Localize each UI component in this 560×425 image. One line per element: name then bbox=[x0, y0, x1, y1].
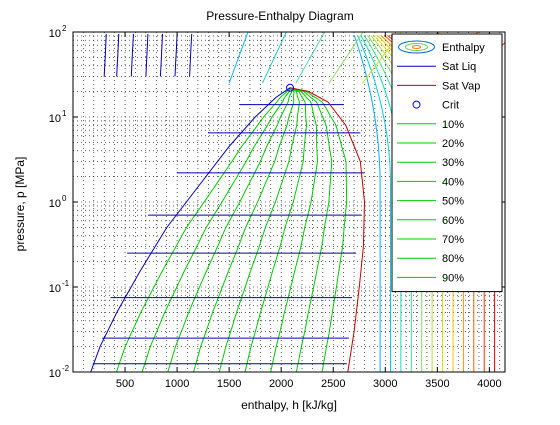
quality-line bbox=[141, 87, 291, 372]
x-tick-label: 1500 bbox=[217, 378, 241, 390]
supercritical-line bbox=[130, 33, 134, 77]
x-tick-label: 2000 bbox=[269, 378, 293, 390]
critical-point-marker bbox=[286, 83, 295, 92]
legend-label: 70% bbox=[442, 234, 464, 246]
legend-label: 80% bbox=[442, 253, 464, 265]
supercritical-contour-line bbox=[228, 32, 249, 84]
supercritical-line bbox=[174, 33, 178, 77]
quality-line bbox=[270, 87, 318, 372]
supercritical-line bbox=[103, 33, 107, 77]
x-tick-label: 3000 bbox=[373, 378, 397, 390]
quality-line bbox=[167, 87, 293, 372]
supercritical-contour-line bbox=[262, 32, 287, 84]
quality-line bbox=[289, 87, 333, 372]
legend-label: 30% bbox=[442, 157, 464, 169]
vapor-contour-line bbox=[353, 35, 381, 372]
legend: Enthalpy Sat Liq Sat Vap Crit 10% 20% 30% 40% 50… bbox=[391, 33, 503, 293]
legend-contour-icon bbox=[398, 40, 435, 54]
legend-box bbox=[391, 33, 503, 293]
saturated-vapor-line bbox=[289, 87, 366, 372]
quality-line bbox=[193, 87, 295, 372]
legend-label: 60% bbox=[442, 215, 464, 227]
quality-line bbox=[289, 87, 348, 372]
x-tick-label: 2500 bbox=[321, 378, 345, 390]
quality-line bbox=[115, 87, 291, 372]
legend-label: 50% bbox=[442, 196, 464, 208]
y-tick-label: 10 bbox=[49, 198, 61, 210]
chart-title: Pressure-Enthalpy Diagram bbox=[206, 9, 353, 23]
y-tick-exponent: -2 bbox=[62, 364, 70, 373]
legend-label: Sat Liq bbox=[442, 61, 476, 73]
legend-marker bbox=[412, 100, 421, 109]
y-tick-exponent: 2 bbox=[62, 24, 67, 33]
quality-line bbox=[244, 87, 308, 372]
legend-label: 10% bbox=[442, 119, 464, 131]
supercritical-line bbox=[116, 33, 120, 77]
legend-label: Sat Vap bbox=[442, 80, 480, 92]
legend-label: 40% bbox=[442, 176, 464, 188]
x-tick-label: 500 bbox=[116, 378, 134, 390]
y-tick-exponent: 1 bbox=[62, 109, 67, 118]
supercritical-contour-line bbox=[328, 32, 364, 84]
y-tick-label: 10 bbox=[49, 368, 61, 380]
legend-contour-icon bbox=[412, 45, 421, 49]
legend-label: 90% bbox=[442, 272, 464, 284]
x-tick-label: 1000 bbox=[165, 378, 189, 390]
x-tick-label: 3500 bbox=[425, 378, 449, 390]
supercritical-line bbox=[189, 33, 193, 77]
supercritical-line bbox=[145, 33, 149, 77]
supercritical-line bbox=[159, 33, 163, 77]
legend-contour-icon bbox=[405, 43, 428, 51]
legend-label: Crit bbox=[442, 100, 459, 112]
legend-label: 20% bbox=[442, 138, 464, 150]
y-tick-exponent: -1 bbox=[62, 279, 70, 288]
supercritical-contour-line bbox=[295, 32, 325, 84]
quality-line bbox=[218, 87, 300, 372]
y-axis-label: pressure, p [MPa] bbox=[13, 157, 27, 252]
y-tick-label: 10 bbox=[49, 283, 61, 295]
x-axis-label: enthalpy, h [kJ/kg] bbox=[241, 398, 337, 412]
legend-label: Enthalpy bbox=[442, 42, 485, 54]
x-tick-label: 4000 bbox=[477, 378, 501, 390]
y-tick-label: 10 bbox=[49, 113, 61, 125]
y-tick-exponent: 0 bbox=[62, 194, 67, 203]
y-tick-label: 10 bbox=[49, 28, 61, 40]
vapor-contour-line bbox=[357, 35, 391, 372]
saturated-liquid-line bbox=[90, 87, 291, 372]
